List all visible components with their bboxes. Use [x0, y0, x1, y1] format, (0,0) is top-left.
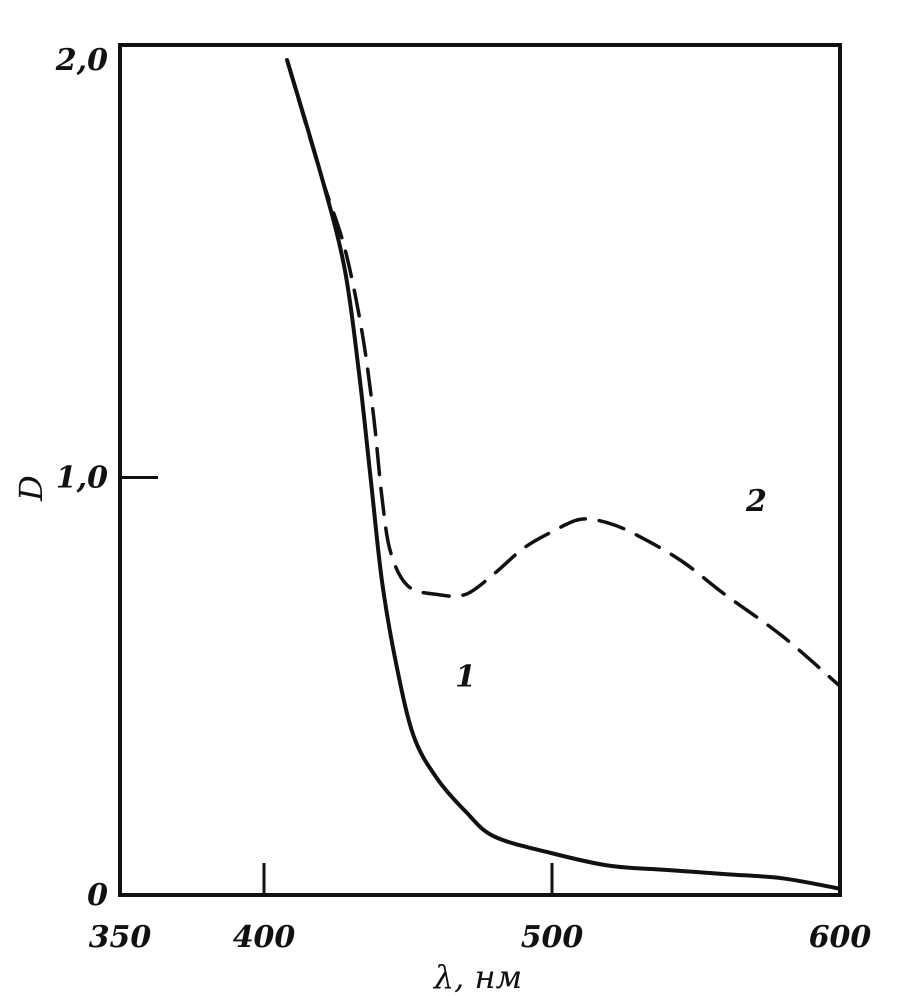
series-group: [285, 58, 842, 891]
x-tick-label-1: 400: [233, 920, 296, 955]
x-axis-ticks: 350 400 500 600: [89, 863, 872, 955]
x-axis-label: λ, нм: [432, 958, 522, 996]
x-tick-label-0: 350: [89, 920, 152, 955]
x-tick-label-2: 500: [521, 920, 584, 955]
y-axis-label: D: [12, 475, 50, 502]
series-label-1: 1: [455, 659, 476, 694]
series-label-2: 2: [745, 484, 767, 519]
y-tick-label-2: 2,0: [55, 43, 108, 78]
series-annotations: 12: [455, 484, 767, 694]
y-axis-ticks: 0 1,0 2,0: [55, 43, 158, 913]
x-tick-label-3: 600: [809, 920, 872, 955]
series-line-2: [285, 58, 842, 688]
y-tick-label-1: 1,0: [56, 461, 108, 496]
y-tick-label-0: 0: [87, 878, 108, 913]
series-line-1: [285, 58, 842, 891]
plot-frame: [118, 43, 842, 897]
